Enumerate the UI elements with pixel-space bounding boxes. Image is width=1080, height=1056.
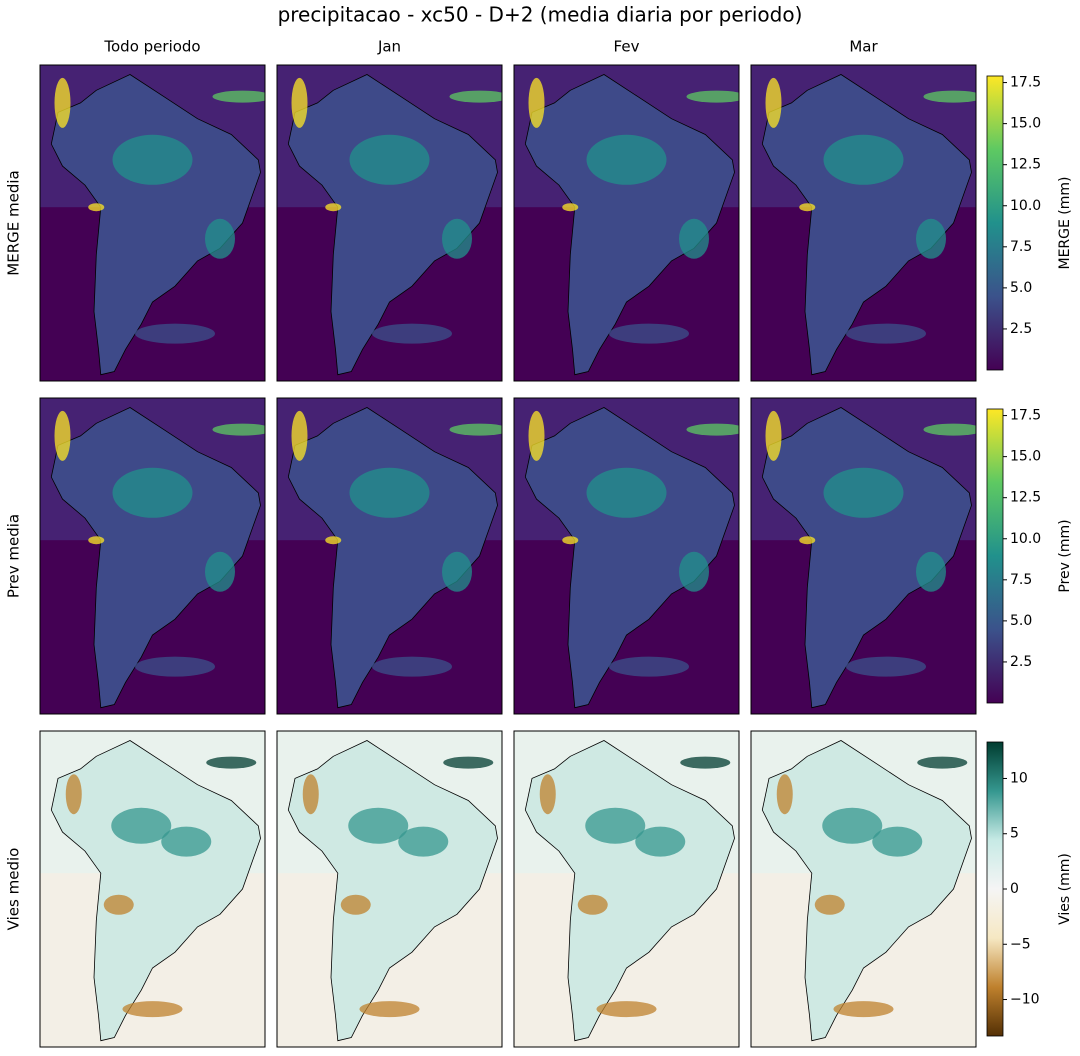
- continent: [50, 407, 261, 709]
- tick-label: 10.0: [1010, 531, 1041, 547]
- continent: [524, 74, 735, 376]
- column-title: Fev: [614, 38, 640, 56]
- colorbar: [986, 741, 1004, 1037]
- column-title: Mar: [849, 38, 878, 56]
- continent: [524, 407, 735, 709]
- map-panel: [513, 730, 740, 1048]
- tick-label: 17.5: [1010, 408, 1041, 424]
- tick-label: 15.0: [1010, 116, 1041, 132]
- continent: [50, 74, 261, 376]
- continent: [50, 740, 261, 1042]
- colorbar-label: MERGE (mm): [1057, 177, 1073, 270]
- tick-label: −5: [1010, 936, 1031, 952]
- map-panel: [513, 397, 740, 715]
- continent: [287, 407, 498, 709]
- map-panel: [39, 730, 266, 1048]
- tick-label: −10: [1010, 992, 1040, 1008]
- map-panel: [750, 64, 977, 382]
- colorbar-label: Vies (mm): [1057, 853, 1073, 925]
- colorbar-label: Prev (mm): [1057, 519, 1073, 592]
- map-panel: [513, 64, 740, 382]
- tick-label: 5.0: [1010, 613, 1032, 629]
- map-panel: [750, 397, 977, 715]
- tick-label: 2.5: [1010, 321, 1032, 337]
- figure-title: precipitacao - xc50 - D+2 (media diaria …: [278, 3, 803, 27]
- continent: [761, 740, 972, 1042]
- continent: [287, 740, 498, 1042]
- tick-label: 7.5: [1010, 239, 1032, 255]
- tick-label: 0: [1010, 881, 1019, 897]
- map-panel: [750, 730, 977, 1048]
- continent: [761, 74, 972, 376]
- column-title: Jan: [377, 38, 401, 56]
- map-panel: [39, 64, 266, 382]
- row-label: MERGE media: [5, 170, 23, 275]
- continent: [287, 74, 498, 376]
- tick-label: 15.0: [1010, 449, 1041, 465]
- colorbar: [986, 75, 1004, 371]
- row-label: Prev media: [5, 514, 23, 598]
- map-panel: [276, 730, 503, 1048]
- tick-label: 17.5: [1010, 75, 1041, 91]
- tick-label: 12.5: [1010, 157, 1041, 173]
- continent: [761, 407, 972, 709]
- tick-label: 5: [1010, 826, 1019, 842]
- tick-label: 10.0: [1010, 198, 1041, 214]
- row-label: Vies medio: [5, 848, 23, 931]
- map-panel: [39, 397, 266, 715]
- tick-label: 2.5: [1010, 654, 1032, 670]
- column-title: Todo periodo: [103, 38, 200, 56]
- continent: [524, 740, 735, 1042]
- tick-label: 10: [1010, 770, 1028, 786]
- tick-label: 7.5: [1010, 572, 1032, 588]
- map-panel: [276, 64, 503, 382]
- colorbar: [986, 408, 1004, 704]
- map-panel: [276, 397, 503, 715]
- tick-label: 12.5: [1010, 490, 1041, 506]
- tick-label: 5.0: [1010, 280, 1032, 296]
